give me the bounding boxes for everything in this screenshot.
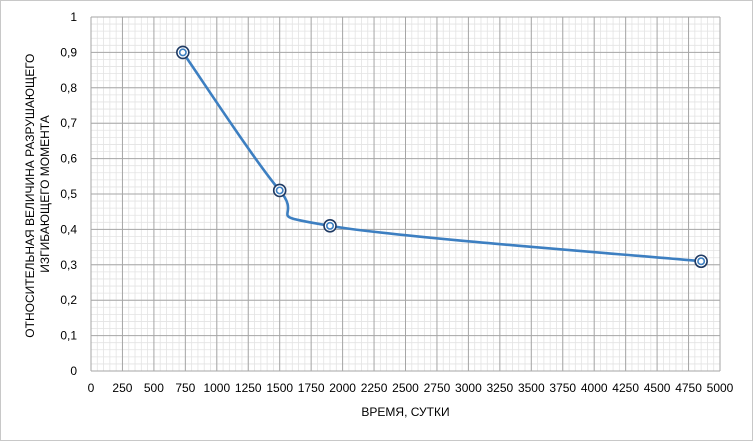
- x-tick-label: 3500: [518, 381, 545, 395]
- y-tick-label: 0,3: [60, 258, 77, 272]
- x-tick-label: 4500: [644, 381, 671, 395]
- data-point-marker: [176, 45, 190, 60]
- x-tick-label: 3250: [486, 381, 513, 395]
- data-point-inner-ring: [326, 221, 335, 230]
- y-axis-ticks: 0 0,1 0,2 0,3 0,4 0,5 0,6 0,7 0,8 0,9 1: [60, 10, 77, 378]
- x-tick-label: 4000: [581, 381, 608, 395]
- data-point-marker: [272, 183, 287, 198]
- x-tick-label: 5000: [707, 381, 734, 395]
- y-tick-label: 0,9: [60, 45, 77, 59]
- x-axis-title: ВРЕМЯ, СУТКИ: [361, 405, 449, 419]
- y-tick-label: 1: [70, 10, 77, 24]
- x-tick-label: 1000: [203, 381, 230, 395]
- x-axis-ticks: 0 250 500 750 1000 1250 1500 1750 2000 2250 2500 27…: [88, 381, 734, 395]
- x-tick-label: 4750: [675, 381, 702, 395]
- x-tick-label: 4250: [612, 381, 639, 395]
- y-tick-label: 0,1: [60, 329, 77, 343]
- x-tick-label: 2500: [392, 381, 419, 395]
- data-point-marker: [694, 254, 708, 269]
- y-tick-label: 0,6: [60, 152, 77, 166]
- x-tick-label: 0: [88, 381, 95, 395]
- y-tick-label: 0,8: [60, 81, 77, 95]
- x-tick-label: 2750: [424, 381, 451, 395]
- x-tick-label: 750: [175, 381, 195, 395]
- x-tick-label: 3000: [455, 381, 482, 395]
- x-tick-label: 2250: [361, 381, 388, 395]
- x-tick-label: 500: [144, 381, 164, 395]
- data-point-inner-ring: [178, 48, 187, 57]
- x-tick-label: 2000: [329, 381, 356, 395]
- y-tick-label: 0,2: [60, 293, 77, 307]
- x-tick-label: 1250: [235, 381, 262, 395]
- major-grid: [90, 16, 721, 372]
- data-point-inner-ring: [697, 257, 706, 266]
- x-tick-label: 1750: [298, 381, 325, 395]
- series-line: [181, 51, 702, 263]
- x-tick-label: 1500: [266, 381, 293, 395]
- y-tick-label: 0,5: [60, 187, 77, 201]
- y-axis-title-line-2: ИЗГИБАЮЩЕГО МОМЕНТА: [38, 115, 52, 272]
- data-point-marker: [323, 219, 337, 233]
- series-group: [176, 45, 708, 269]
- x-tick-label: 3750: [549, 381, 576, 395]
- data-point-inner-ring: [275, 186, 284, 195]
- y-tick-label: 0,7: [60, 116, 77, 130]
- y-axis-title-line-1: ОТНОСИТЕЛЬНАЯ ВЕЛИЧИНА РАЗРУШАЮЩЕГО: [23, 54, 37, 338]
- y-axis-title: ОТНОСИТЕЛЬНАЯ ВЕЛИЧИНА РАЗРУШАЮЩЕГО ИЗГИ…: [23, 50, 52, 337]
- y-tick-label: 0,4: [60, 222, 77, 236]
- y-tick-label: 0: [70, 364, 77, 378]
- x-tick-label: 250: [112, 381, 132, 395]
